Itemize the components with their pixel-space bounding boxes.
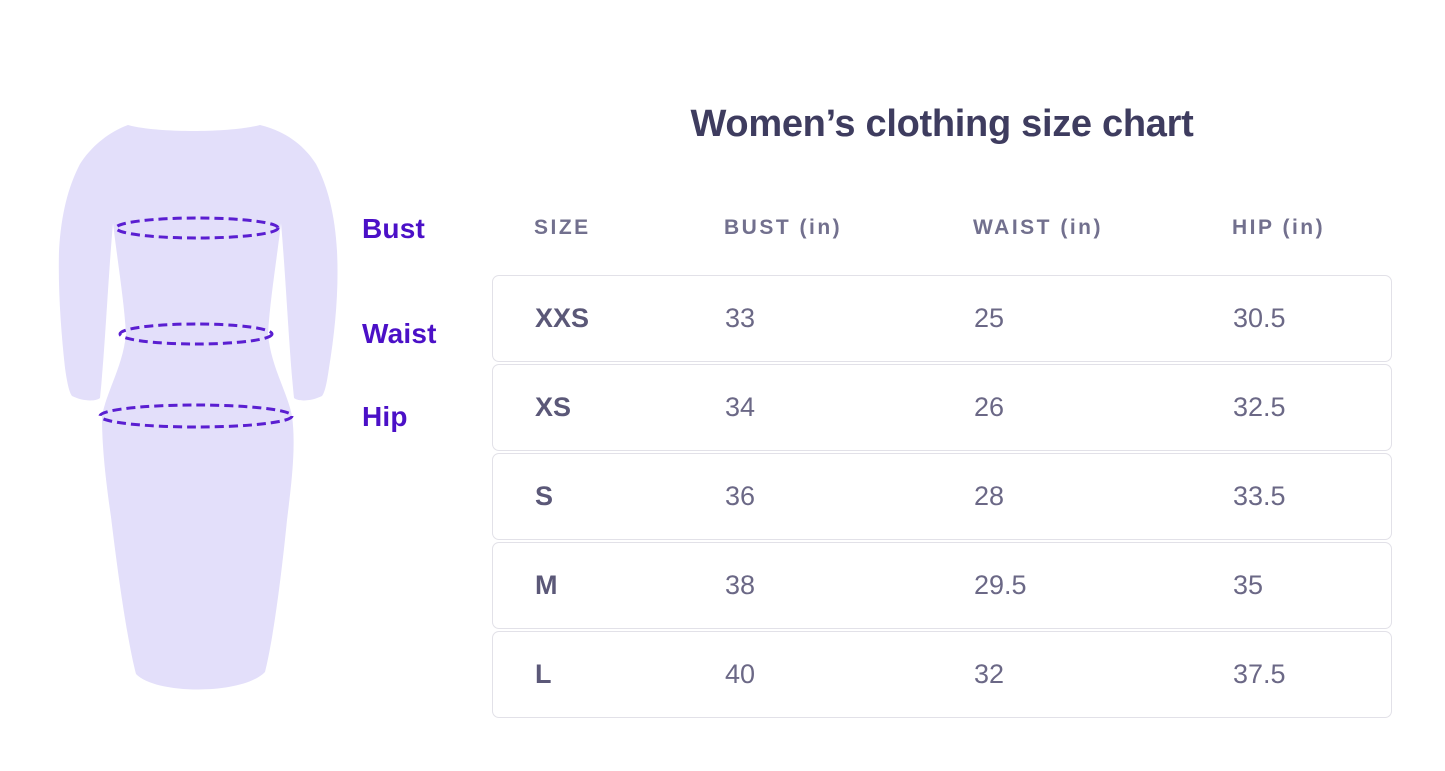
- bust-cell: 34: [725, 392, 756, 422]
- column-header-bust: BUST (in): [724, 216, 843, 239]
- waist-measure-ellipse: [118, 322, 274, 346]
- hip-cell: 32.5: [1233, 392, 1286, 422]
- size-cell: L: [535, 659, 552, 689]
- hip-measure-ellipse: [98, 403, 294, 429]
- size-cell: M: [535, 570, 558, 600]
- waist-cell: 29.5: [974, 570, 1027, 600]
- dress-silhouette: [58, 125, 338, 690]
- table-row: XS 34 26 32.5: [492, 364, 1392, 451]
- bust-cell: 33: [725, 303, 756, 333]
- table-header-row: SIZE BUST (in) WAIST (in) HIP (in): [492, 216, 1392, 240]
- table-row: XXS 33 25 30.5: [492, 275, 1392, 362]
- dress-illustration: [58, 125, 338, 690]
- hip-cell: 33.5: [1233, 481, 1286, 511]
- bust-measure-ellipse: [114, 216, 280, 240]
- table-row: M 38 29.5 35: [492, 542, 1392, 629]
- column-header-waist: WAIST (in): [973, 216, 1103, 239]
- table-row: L 40 32 37.5: [492, 631, 1392, 718]
- hip-cell: 30.5: [1233, 303, 1286, 333]
- bust-cell: 38: [725, 570, 756, 600]
- size-table: XXS 33 25 30.5 XS 34 26 32.5 S 36 28 33.…: [492, 275, 1392, 720]
- bust-cell: 40: [725, 659, 756, 689]
- waist-cell: 25: [974, 303, 1005, 333]
- waist-cell: 32: [974, 659, 1005, 689]
- hip-label: Hip: [362, 401, 408, 432]
- table-row: S 36 28 33.5: [492, 453, 1392, 540]
- waist-cell: 28: [974, 481, 1005, 511]
- waist-label: Waist: [362, 318, 437, 349]
- bust-cell: 36: [725, 481, 756, 511]
- page-title: Women’s clothing size chart: [690, 103, 1194, 145]
- size-cell: XS: [535, 392, 572, 422]
- size-cell: XXS: [535, 303, 590, 333]
- bust-label: Bust: [362, 213, 426, 244]
- hip-cell: 35: [1233, 570, 1264, 600]
- size-cell: S: [535, 481, 554, 511]
- column-header-size: SIZE: [534, 216, 591, 239]
- hip-cell: 37.5: [1233, 659, 1286, 689]
- waist-cell: 26: [974, 392, 1005, 422]
- column-header-hip: HIP (in): [1232, 216, 1326, 239]
